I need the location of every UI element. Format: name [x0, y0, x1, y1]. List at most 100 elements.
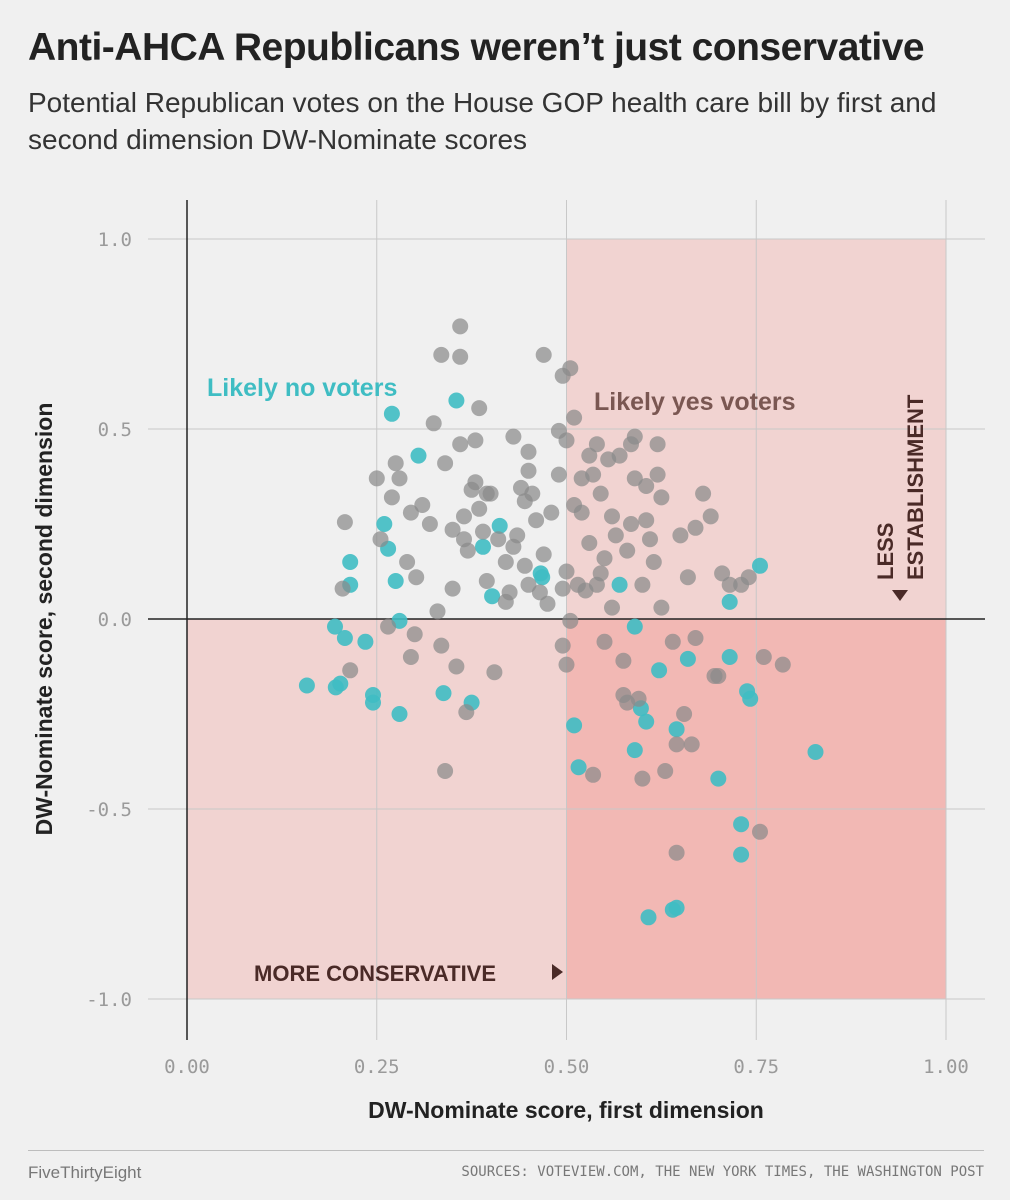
yes-voter-point	[634, 576, 651, 593]
yes-voter-point	[342, 662, 359, 679]
yes-voter-point	[437, 455, 454, 472]
yes-voter-point	[444, 521, 461, 538]
yes-voter-point	[638, 512, 655, 529]
no-voter-point	[475, 538, 491, 555]
y-axis-label: DW-Nominate score, second dimension	[31, 403, 57, 836]
no-voter-point	[668, 721, 685, 738]
yes-voter-point	[421, 516, 438, 532]
yes-voter-point	[566, 409, 583, 426]
no-voter-point	[733, 846, 750, 863]
yes-voter-point	[490, 531, 507, 548]
yes-voter-point	[562, 360, 579, 377]
no-voter-point	[721, 649, 738, 665]
yes-voter-point	[459, 542, 476, 559]
no-voter-point	[679, 650, 696, 667]
yes-voter-point	[475, 523, 491, 540]
yes-voter-point	[535, 546, 552, 563]
chart-subtitle: Potential Republican votes on the House …	[28, 87, 937, 155]
yes-voter-point	[501, 584, 518, 601]
no-voter-point	[626, 742, 643, 759]
data-points	[298, 318, 824, 926]
yes-voter-point	[429, 603, 446, 620]
yes-voter-point	[433, 637, 450, 654]
yes-voter-point	[634, 770, 651, 787]
no-voter-point	[640, 909, 657, 926]
yes-voter-point	[664, 633, 681, 650]
no-voter-point	[332, 675, 349, 692]
yes-voter-point	[710, 668, 727, 684]
yes-voter-point	[543, 504, 560, 521]
no-voter-point	[376, 516, 393, 532]
yes-voter-point	[554, 637, 571, 654]
no-voter-point	[342, 554, 359, 570]
yes-voter-point	[444, 580, 461, 597]
down-arrow-icon	[892, 590, 908, 601]
yes-voter-point	[558, 563, 575, 580]
yes-voter-point	[649, 436, 666, 453]
no-voter-point	[336, 630, 353, 646]
no-voter-point	[391, 706, 408, 722]
no-voter-point	[752, 557, 768, 574]
y-tick-label: 1.0	[98, 229, 132, 251]
yes-voter-point	[626, 470, 643, 487]
yes-voter-point	[516, 557, 533, 574]
yes-voter-point	[683, 736, 700, 753]
no-voter-point	[721, 593, 738, 610]
yes-voter-point	[433, 346, 450, 363]
yes-voter-point	[596, 633, 613, 650]
yes-voter-point	[486, 664, 503, 681]
y-tick-label: -0.5	[86, 799, 132, 821]
x-axis-ticks: 0.00 0.25 0.50 0.75 1.00	[164, 1056, 969, 1078]
yes-voter-point	[668, 736, 685, 753]
yes-voter-point	[505, 428, 522, 445]
yes-voter-point	[387, 455, 404, 472]
sources-note: SOURCES: VOTEVIEW.COM, THE NEW YORK TIME…	[461, 1164, 984, 1180]
less-establishment-annotation: LESS ESTABLISHMENT	[873, 394, 928, 580]
yes-voter-point	[425, 415, 442, 432]
yes-voter-point	[588, 436, 605, 453]
yes-voter-point	[581, 535, 598, 551]
yes-voter-point	[653, 489, 670, 506]
yes-voter-point	[695, 485, 712, 502]
yes-voter-point	[668, 844, 685, 861]
yes-voter-point	[755, 649, 772, 665]
yes-voter-point	[458, 704, 475, 721]
yes-voter-point	[414, 497, 431, 513]
yes-voter-point	[672, 527, 689, 544]
no-voter-point	[327, 618, 343, 635]
no-voter-point	[668, 899, 685, 916]
no-voter-point	[365, 694, 381, 711]
yes-voter-point	[520, 443, 537, 460]
yes-voter-point	[623, 516, 639, 532]
yes-voter-point	[611, 447, 628, 464]
yes-voter-point	[402, 504, 419, 521]
footer-divider	[28, 1150, 984, 1151]
yes-voter-point	[642, 531, 658, 548]
yes-voter-point	[774, 656, 791, 673]
yes-voter-point	[452, 318, 469, 335]
yes-voter-point	[573, 504, 590, 521]
yes-voter-point	[585, 766, 602, 783]
no-voter-point	[570, 759, 587, 776]
yes-voter-point	[497, 554, 514, 570]
yes-voter-point	[721, 576, 738, 593]
yes-voter-point	[368, 470, 385, 487]
no-voter-point	[448, 392, 465, 409]
x-tick-label: 0.75	[733, 1056, 779, 1078]
yes-voter-point	[679, 569, 696, 586]
yes-voter-point	[592, 485, 609, 502]
yes-voter-point	[402, 649, 419, 665]
yes-voter-point	[596, 550, 613, 567]
yes-voter-point	[615, 652, 632, 669]
no-voter-point	[733, 816, 750, 833]
yes-voter-point	[550, 466, 567, 483]
x-axis-label: DW-Nominate score, first dimension	[368, 1097, 764, 1123]
chart-title: Anti-AHCA Republicans weren’t just conse…	[28, 26, 925, 69]
no-voter-point	[566, 717, 583, 734]
yes-voter-point	[456, 508, 472, 525]
yes-voter-point	[391, 470, 408, 487]
yes-voter-point	[687, 630, 704, 646]
yes-voter-point	[471, 400, 488, 417]
less-establishment-line2: ESTABLISHMENT	[903, 394, 928, 580]
yes-voter-point	[399, 554, 416, 570]
